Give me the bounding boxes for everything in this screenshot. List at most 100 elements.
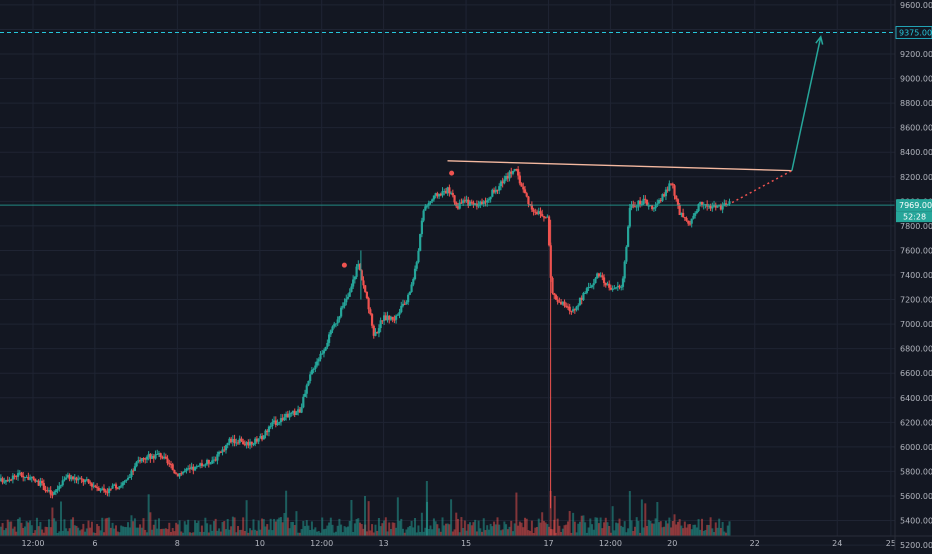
candle-body[interactable] [192, 466, 195, 471]
candle-body[interactable] [460, 202, 463, 204]
candle-body[interactable] [267, 426, 271, 433]
candle-body[interactable] [379, 320, 382, 329]
candle-body[interactable] [322, 350, 326, 354]
candle-body[interactable] [494, 189, 497, 193]
candle-body[interactable] [448, 187, 451, 194]
candle-body[interactable] [180, 473, 183, 475]
candle-body[interactable] [420, 220, 423, 235]
candle-body[interactable] [604, 283, 607, 286]
candle-body[interactable] [302, 396, 305, 408]
candle-body[interactable] [92, 485, 95, 487]
candle-body[interactable] [147, 454, 150, 457]
candle-body[interactable] [11, 475, 14, 480]
candle-body[interactable] [47, 490, 51, 492]
candle-body[interactable] [128, 476, 131, 478]
candle-body[interactable] [450, 192, 453, 194]
candle-body[interactable] [221, 449, 224, 453]
candle-body[interactable] [293, 410, 296, 415]
candle-body[interactable] [0, 478, 2, 482]
candle-body[interactable] [654, 204, 657, 209]
candle-body[interactable] [589, 286, 592, 288]
candle-body[interactable] [333, 323, 336, 327]
candle-body[interactable] [166, 458, 169, 464]
candle-body[interactable] [384, 315, 387, 321]
candle-body[interactable] [240, 438, 243, 442]
candle-body[interactable] [326, 342, 329, 348]
candle-body[interactable] [197, 465, 200, 467]
candle-body[interactable] [231, 438, 234, 443]
candle-body[interactable] [106, 492, 109, 494]
candle-body[interactable] [434, 193, 437, 196]
candle-body[interactable] [46, 490, 49, 492]
candle-body[interactable] [22, 475, 25, 478]
candle-body[interactable] [635, 206, 638, 208]
candle-body[interactable] [152, 456, 155, 459]
candle-body[interactable] [721, 206, 724, 210]
candle-body[interactable] [346, 296, 350, 299]
candle-body[interactable] [116, 488, 119, 490]
candle-body[interactable] [544, 217, 547, 219]
candle-body[interactable] [51, 494, 54, 496]
candle-body[interactable] [357, 264, 360, 267]
candle-body[interactable] [82, 479, 85, 483]
candle-body[interactable] [204, 464, 207, 466]
candle-body[interactable] [451, 192, 454, 196]
candle-body[interactable] [614, 287, 618, 289]
candle-body[interactable] [236, 442, 240, 444]
candle-body[interactable] [156, 453, 159, 455]
candle-body[interactable] [377, 328, 381, 334]
candle-body[interactable] [171, 464, 174, 471]
candle-body[interactable] [578, 297, 582, 306]
candle-body[interactable] [645, 199, 649, 206]
candle-body[interactable] [324, 347, 327, 351]
candle-body[interactable] [73, 477, 76, 480]
candle-body[interactable] [403, 303, 406, 305]
candle-body[interactable] [1, 478, 4, 483]
candle-body[interactable] [699, 202, 702, 205]
candle-body[interactable] [111, 485, 114, 489]
candle-body[interactable] [133, 466, 137, 471]
candle-body[interactable] [492, 189, 496, 193]
candle-body[interactable] [559, 301, 563, 305]
candle-body[interactable] [6, 480, 9, 482]
candle-body[interactable] [274, 420, 277, 426]
candle-body[interactable] [99, 490, 102, 492]
candle-body[interactable] [541, 214, 544, 217]
candle-body[interactable] [582, 293, 585, 301]
candle-body[interactable] [102, 488, 106, 491]
candle-body[interactable] [315, 361, 319, 366]
candle-body[interactable] [381, 320, 384, 322]
candle-body[interactable] [518, 175, 521, 184]
candle-body[interactable] [594, 278, 597, 284]
candle-body[interactable] [599, 275, 602, 277]
candle-body[interactable] [235, 442, 238, 444]
candle-body[interactable] [135, 461, 138, 467]
candle-body[interactable] [23, 477, 27, 479]
candle-body[interactable] [539, 211, 542, 215]
candle-body[interactable] [468, 201, 472, 206]
candle-body[interactable] [606, 283, 609, 286]
candle-body[interactable] [515, 168, 518, 170]
candle-body[interactable] [511, 170, 515, 174]
candle-body[interactable] [34, 478, 37, 482]
candle-body[interactable] [75, 477, 78, 481]
candle-body[interactable] [181, 472, 185, 474]
candle-body[interactable] [168, 463, 171, 465]
candle-body[interactable] [410, 284, 413, 292]
candle-body[interactable] [427, 202, 430, 206]
candle-body[interactable] [212, 459, 216, 461]
candle-body[interactable] [412, 279, 415, 285]
candle-body[interactable] [709, 205, 712, 209]
candle-body[interactable] [4, 480, 8, 482]
candle-body[interactable] [386, 315, 389, 321]
candle-body[interactable] [54, 490, 57, 493]
candle-body[interactable] [279, 418, 283, 423]
candle-body[interactable] [546, 216, 549, 218]
candle-body[interactable] [499, 181, 503, 187]
candle-body[interactable] [668, 183, 671, 191]
candle-body[interactable] [621, 278, 625, 287]
candle-body[interactable] [537, 211, 540, 215]
candle-body[interactable] [97, 487, 100, 491]
candle-body[interactable] [44, 490, 47, 492]
